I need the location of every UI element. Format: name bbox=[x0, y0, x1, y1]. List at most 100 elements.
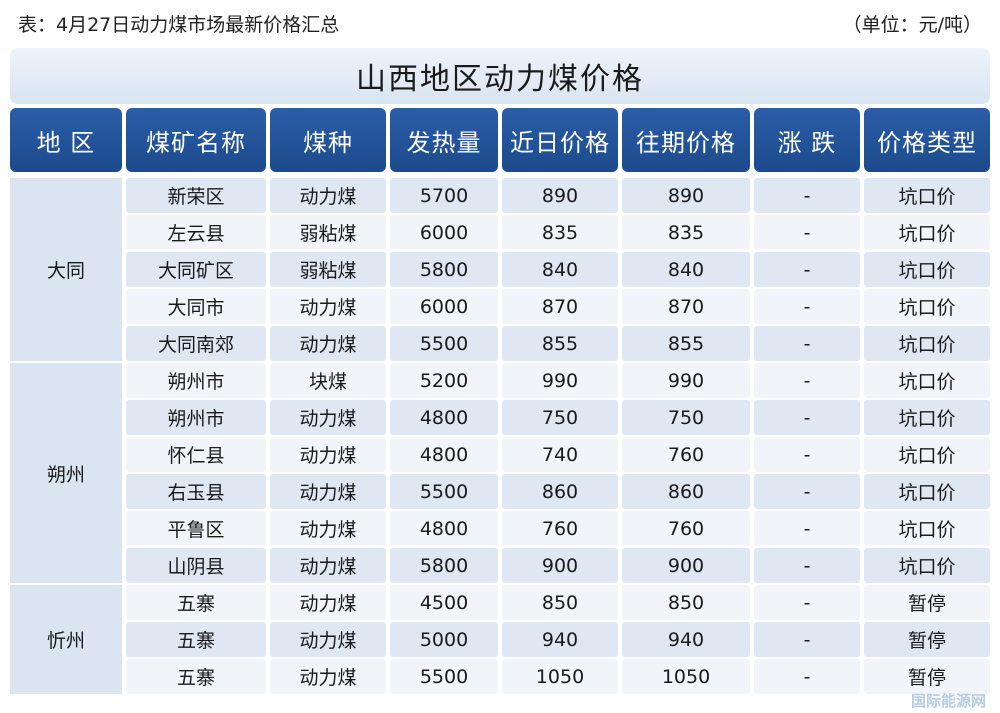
price-type-cell: 坑口价 bbox=[864, 400, 990, 435]
header-coal-type: 煤种 bbox=[270, 108, 386, 172]
header-change: 涨 跌 bbox=[754, 108, 860, 172]
calorific-value-cell: 4800 bbox=[390, 511, 498, 546]
calorific-value-cell: 5700 bbox=[390, 178, 498, 213]
mine-name-cell: 山阴县 bbox=[126, 548, 266, 583]
region-cell: 朔州 bbox=[10, 363, 122, 583]
coal-type-cell: 弱粘煤 bbox=[270, 252, 386, 287]
previous-price-cell: 760 bbox=[622, 437, 750, 472]
recent-price-cell: 740 bbox=[502, 437, 618, 472]
change-cell: - bbox=[754, 474, 860, 509]
recent-price-cell: 850 bbox=[502, 585, 618, 620]
calorific-value-cell: 6000 bbox=[390, 289, 498, 324]
calorific-value-cell: 4500 bbox=[390, 585, 498, 620]
header-recent-price: 近日价格 bbox=[502, 108, 618, 172]
previous-price-cell: 990 bbox=[622, 363, 750, 398]
mine-name-cell: 五寨 bbox=[126, 622, 266, 657]
previous-price-cell: 855 bbox=[622, 326, 750, 361]
table-row: 五寨 动力煤 5500 1050 1050- 暂停 bbox=[10, 659, 990, 694]
previous-price-cell: 1050 bbox=[622, 659, 750, 694]
recent-price-cell: 750 bbox=[502, 400, 618, 435]
table-header: 地 区煤矿名称 煤种 发热量 近日价格 往期价格涨 跌价格类型 bbox=[10, 108, 990, 172]
mine-name-cell: 五寨 bbox=[126, 585, 266, 620]
price-type-cell: 坑口价 bbox=[864, 511, 990, 546]
coal-type-cell: 动力煤 bbox=[270, 585, 386, 620]
change-cell: - bbox=[754, 215, 860, 250]
mine-name-cell: 大同南郊 bbox=[126, 326, 266, 361]
coal-type-cell: 动力煤 bbox=[270, 400, 386, 435]
coal-type-cell: 动力煤 bbox=[270, 548, 386, 583]
table-body: 大同 新荣区 动力煤 5700 890 890- 坑口价 左云县 弱粘煤 6000 835 835- 坑… bbox=[10, 178, 990, 713]
region-cell: 忻州 bbox=[10, 585, 122, 694]
mine-name-cell: 朔州市 bbox=[126, 400, 266, 435]
table-row: 五寨 动力煤 5000 940 940- 暂停 bbox=[10, 622, 990, 657]
table-row: 山阴县 动力煤 5800 900 900- 坑口价 bbox=[10, 548, 990, 583]
price-type-cell: 坑口价 bbox=[864, 326, 990, 361]
price-type-cell: 坑口价 bbox=[864, 252, 990, 287]
price-type-cell: 坑口价 bbox=[864, 289, 990, 324]
calorific-value-cell: 5500 bbox=[390, 474, 498, 509]
previous-price-cell: 760 bbox=[622, 511, 750, 546]
change-cell: - bbox=[754, 585, 860, 620]
coal-type-cell: 块煤 bbox=[270, 363, 386, 398]
previous-price-cell: 750 bbox=[622, 400, 750, 435]
recent-price-cell: 870 bbox=[502, 289, 618, 324]
calorific-value-cell: 5200 bbox=[390, 363, 498, 398]
table-row: 朔州市 动力煤 4800 750 750- 坑口价 bbox=[10, 400, 990, 435]
coal-type-cell: 动力煤 bbox=[270, 178, 386, 213]
calorific-value-cell: 4800 bbox=[390, 437, 498, 472]
table-caption: 表：4月27日动力煤市场最新价格汇总 bbox=[18, 13, 340, 36]
coal-type-cell: 动力煤 bbox=[270, 511, 386, 546]
mine-name-cell: 左云县 bbox=[126, 215, 266, 250]
price-type-cell: 坑口价 bbox=[864, 474, 990, 509]
calorific-value-cell: 5000 bbox=[390, 622, 498, 657]
mine-name-cell: 平鲁区 bbox=[126, 511, 266, 546]
calorific-value-cell: 4800 bbox=[390, 400, 498, 435]
unit-label: （单位：元/吨） bbox=[842, 13, 982, 36]
coal-type-cell: 动力煤 bbox=[270, 474, 386, 509]
table-row: 五寨 动力煤 4500 850 850- 暂停 bbox=[10, 585, 990, 620]
calorific-value-cell: 5800 bbox=[390, 548, 498, 583]
mine-name-cell: 大同矿区 bbox=[126, 252, 266, 287]
coal-type-cell: 动力煤 bbox=[270, 326, 386, 361]
change-cell: - bbox=[754, 659, 860, 694]
coal-type-cell: 动力煤 bbox=[270, 659, 386, 694]
table-row: 右玉县 动力煤 5500 860 860- 坑口价 bbox=[10, 474, 990, 509]
previous-price-cell: 840 bbox=[622, 252, 750, 287]
coal-type-cell: 弱粘煤 bbox=[270, 215, 386, 250]
table-row: 朔州市 块煤 5200 990 990- 坑口价 bbox=[10, 363, 990, 398]
previous-price-cell: 870 bbox=[622, 289, 750, 324]
previous-price-cell: 835 bbox=[622, 215, 750, 250]
calorific-value-cell: 5800 bbox=[390, 252, 498, 287]
change-cell: - bbox=[754, 326, 860, 361]
coal-type-cell: 动力煤 bbox=[270, 622, 386, 657]
recent-price-cell: 840 bbox=[502, 252, 618, 287]
mine-name-cell: 朔州市 bbox=[126, 363, 266, 398]
price-type-cell: 坑口价 bbox=[864, 548, 990, 583]
previous-price-cell: 890 bbox=[622, 178, 750, 213]
mine-name-cell: 右玉县 bbox=[126, 474, 266, 509]
table-row: 大同市 动力煤 6000 870 870- 坑口价 bbox=[10, 289, 990, 324]
recent-price-cell: 900 bbox=[502, 548, 618, 583]
table-row: 怀仁县 动力煤 4800 740 760- 坑口价 bbox=[10, 437, 990, 472]
previous-price-cell: 940 bbox=[622, 622, 750, 657]
price-type-cell: 坑口价 bbox=[864, 178, 990, 213]
price-type-cell: 坑口价 bbox=[864, 363, 990, 398]
price-type-cell: 坑口价 bbox=[864, 215, 990, 250]
previous-price-cell: 860 bbox=[622, 474, 750, 509]
change-cell: - bbox=[754, 548, 860, 583]
table-row: 平鲁区 动力煤 4800 760 760- 坑口价 bbox=[10, 511, 990, 546]
recent-price-cell: 990 bbox=[502, 363, 618, 398]
recent-price-cell: 890 bbox=[502, 178, 618, 213]
header-price-type: 价格类型 bbox=[864, 108, 990, 172]
table-title: 山西地区动力煤价格 bbox=[10, 48, 990, 104]
recent-price-cell: 940 bbox=[502, 622, 618, 657]
mine-name-cell: 大同市 bbox=[126, 289, 266, 324]
change-cell: - bbox=[754, 622, 860, 657]
mine-name-cell: 新荣区 bbox=[126, 178, 266, 213]
change-cell: - bbox=[754, 437, 860, 472]
calorific-value-cell: 5500 bbox=[390, 659, 498, 694]
watermark: 国际能源网 bbox=[910, 692, 986, 710]
mine-name-cell: 五寨 bbox=[126, 659, 266, 694]
price-type-cell: 坑口价 bbox=[864, 437, 990, 472]
table-row: 大同矿区 弱粘煤 5800 840 840- 坑口价 bbox=[10, 252, 990, 287]
